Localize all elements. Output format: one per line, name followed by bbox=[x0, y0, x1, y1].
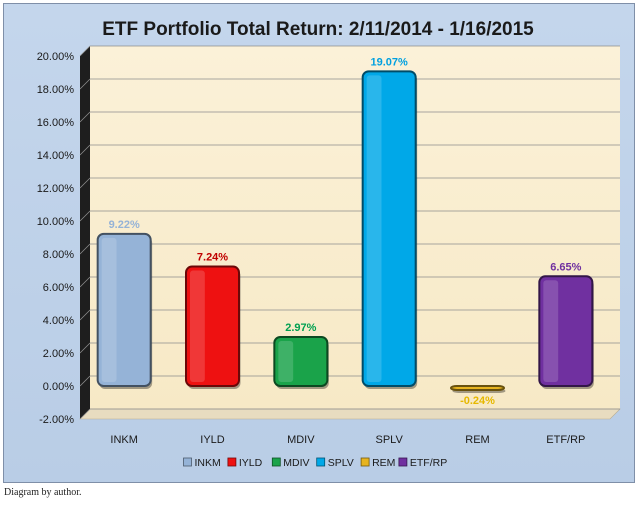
bar-etf-rp bbox=[538, 275, 594, 387]
bar-iyld bbox=[185, 265, 240, 388]
legend-swatch bbox=[227, 457, 237, 467]
bar-inkm bbox=[96, 232, 152, 387]
y-tick-label: 18.00% bbox=[37, 84, 75, 96]
gridline-side bbox=[79, 210, 91, 222]
data-label: 19.07% bbox=[371, 56, 409, 68]
gridline-side bbox=[79, 45, 91, 57]
data-label: 2.97% bbox=[285, 322, 316, 334]
y-tick-label: 0.00% bbox=[43, 381, 74, 393]
x-tick-label: IYLD bbox=[200, 434, 225, 446]
y-tick-label: 16.00% bbox=[37, 117, 75, 129]
legend-label: MDIV bbox=[283, 457, 309, 469]
bar-splv bbox=[361, 70, 417, 387]
plot-back-wall bbox=[90, 46, 620, 409]
legend-swatch bbox=[316, 457, 326, 467]
gridline-side bbox=[79, 375, 91, 387]
x-tick-label: MDIV bbox=[287, 434, 315, 446]
data-label: 9.22% bbox=[109, 219, 140, 231]
y-tick-label: 6.00% bbox=[43, 282, 74, 294]
bar-mdiv bbox=[273, 335, 329, 387]
gridline-side bbox=[79, 177, 91, 189]
x-tick-label: REM bbox=[465, 434, 489, 446]
y-tick-label: 2.00% bbox=[43, 348, 74, 360]
gridline-side bbox=[79, 78, 91, 90]
plot-side-wall bbox=[80, 46, 90, 419]
legend-label: IYLD bbox=[239, 457, 263, 469]
bar-highlight bbox=[366, 75, 382, 382]
y-tick-label: -2.00% bbox=[39, 414, 74, 426]
gridline-side bbox=[79, 243, 91, 255]
plot-floor bbox=[79, 408, 621, 420]
x-tick-label: INKM bbox=[110, 434, 138, 446]
bar-highlight bbox=[543, 280, 559, 382]
gridline-side bbox=[79, 144, 91, 156]
legend-label: INKM bbox=[195, 457, 221, 469]
bar-highlight bbox=[278, 340, 294, 382]
legend-label: REM bbox=[372, 457, 395, 469]
legend-swatch bbox=[398, 457, 408, 467]
gridline-side bbox=[79, 111, 91, 123]
legend-swatch bbox=[271, 457, 281, 467]
figure-caption: Diagram by author. bbox=[4, 487, 82, 498]
y-tick-label: 20.00% bbox=[37, 51, 75, 63]
x-tick-label: ETF/RP bbox=[546, 434, 585, 446]
legend: INKM IYLD MDIV SPLV REM ETF/RP bbox=[183, 457, 447, 469]
y-tick-label: 10.00% bbox=[37, 216, 75, 228]
y-tick-label: 8.00% bbox=[43, 249, 74, 261]
y-tick-label: 4.00% bbox=[43, 315, 74, 327]
data-label: 7.24% bbox=[197, 252, 228, 264]
gridline-side bbox=[79, 309, 91, 321]
bar-rem bbox=[450, 385, 505, 391]
legend-label: ETF/RP bbox=[410, 457, 447, 469]
chart-title: ETF Portfolio Total Return: 2/11/2014 - … bbox=[102, 19, 534, 40]
x-tick-label: SPLV bbox=[376, 434, 404, 446]
legend-swatch bbox=[360, 457, 370, 467]
y-tick-label: 14.00% bbox=[37, 150, 75, 162]
legend-swatch bbox=[183, 457, 192, 467]
gridline-side bbox=[79, 342, 91, 354]
data-label: -0.24% bbox=[460, 395, 495, 407]
legend-label: SPLV bbox=[328, 457, 354, 469]
bar-highlight bbox=[101, 237, 117, 382]
data-label: 6.65% bbox=[550, 261, 581, 273]
bar-highlight bbox=[190, 270, 205, 382]
gridline-side bbox=[79, 408, 91, 420]
gridline-side bbox=[79, 276, 91, 288]
bar-chart: ETF Portfolio Total Return: 2/11/2014 - … bbox=[37, 19, 621, 469]
chart-frame: ETF Portfolio Total Return: 2/11/2014 - … bbox=[3, 3, 635, 483]
y-tick-label: 12.00% bbox=[37, 183, 75, 195]
